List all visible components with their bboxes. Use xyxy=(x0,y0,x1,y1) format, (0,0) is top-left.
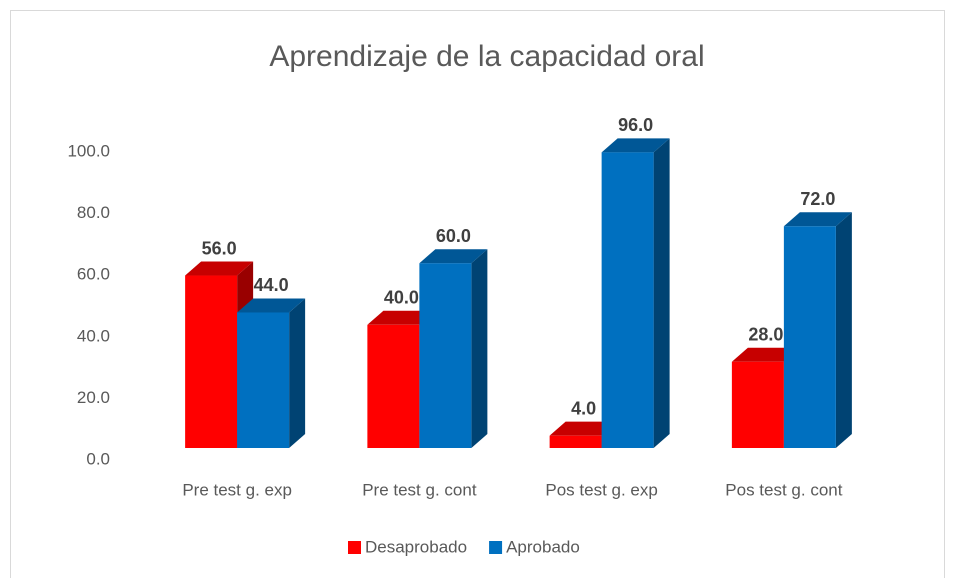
bar-side xyxy=(289,298,306,448)
bar-front xyxy=(783,226,836,448)
bar xyxy=(419,249,488,448)
data-label: 28.0 xyxy=(748,325,783,345)
data-label: 4.0 xyxy=(571,398,596,418)
bar-front xyxy=(601,152,654,448)
bar-front xyxy=(185,275,238,448)
data-label: 72.0 xyxy=(800,189,835,209)
legend-swatch xyxy=(489,541,503,554)
bar-front xyxy=(419,263,472,448)
bar-top xyxy=(783,212,852,227)
y-tick-label: 20.0 xyxy=(77,388,110,407)
bar xyxy=(237,298,306,448)
bar-top xyxy=(549,421,618,436)
x-tick-label: Pos test g. cont xyxy=(725,480,842,499)
bar xyxy=(783,212,852,448)
x-tick-label: Pre test g. cont xyxy=(362,480,477,499)
bar-front xyxy=(367,324,420,448)
y-tick-label: 80.0 xyxy=(77,203,110,222)
bar-top xyxy=(731,347,800,362)
legend-label: Aprobado xyxy=(506,537,580,556)
bar-top xyxy=(237,298,306,313)
data-label: 40.0 xyxy=(384,288,419,308)
y-tick-label: 60.0 xyxy=(77,265,110,284)
bar-side xyxy=(471,249,488,448)
bar-front xyxy=(731,361,784,448)
bar-top xyxy=(419,249,488,264)
legend-swatch xyxy=(348,541,361,554)
data-label: 96.0 xyxy=(618,115,653,135)
bar-side xyxy=(835,212,852,448)
x-tick-label: Pos test g. exp xyxy=(545,480,657,499)
data-label: 60.0 xyxy=(436,226,471,246)
legend-label: Desaprobado xyxy=(365,537,467,556)
bar-top xyxy=(185,261,254,276)
bar-front xyxy=(549,435,602,448)
bar-front xyxy=(237,312,290,448)
bar xyxy=(601,138,670,448)
data-label: 44.0 xyxy=(254,275,289,295)
bar-top xyxy=(601,138,670,153)
y-tick-label: 0.0 xyxy=(86,449,110,468)
bar-side xyxy=(653,138,670,448)
y-tick-label: 100.0 xyxy=(67,141,110,160)
bar-top xyxy=(367,310,436,325)
data-label: 56.0 xyxy=(202,238,237,258)
x-tick-label: Pre test g. exp xyxy=(182,480,292,499)
chart-title: Aprendizaje de la capacidad oral xyxy=(269,40,704,73)
y-tick-label: 40.0 xyxy=(77,326,110,345)
